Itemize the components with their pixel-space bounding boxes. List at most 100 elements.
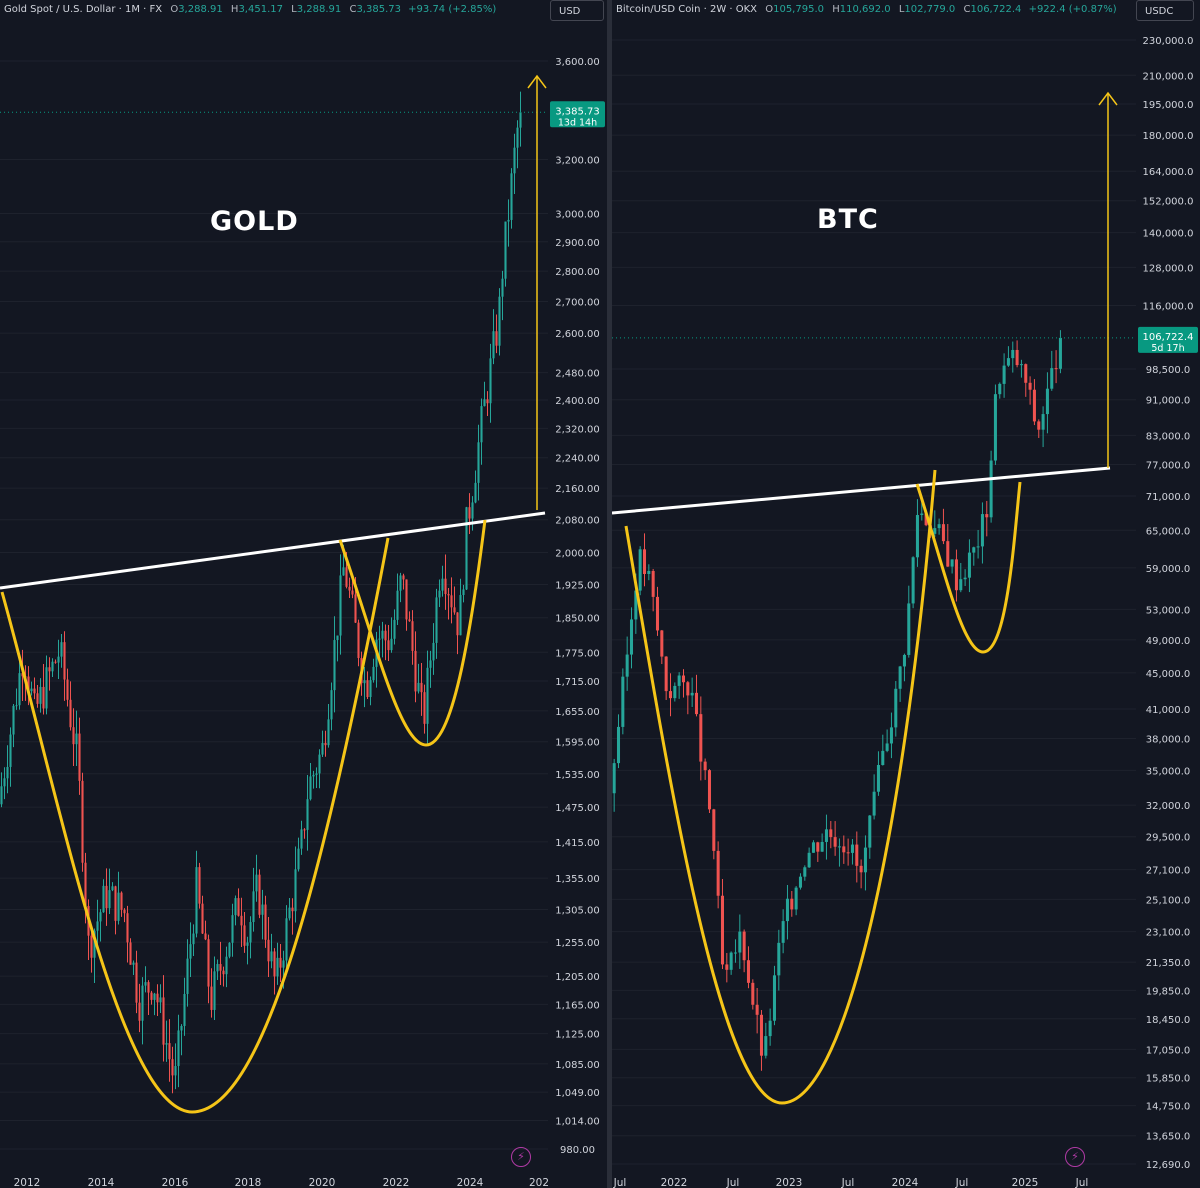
gold-currency-button[interactable]: USD: [550, 0, 604, 21]
candle: [102, 885, 105, 913]
candle: [894, 688, 898, 728]
candle: [222, 970, 225, 975]
candle: [27, 676, 30, 692]
candle: [1024, 364, 1028, 383]
candle: [941, 524, 945, 542]
btc-currency-button[interactable]: USDC: [1136, 0, 1194, 21]
time-axis[interactable]: [0, 1172, 548, 1188]
candle: [660, 630, 664, 657]
candle: [267, 939, 270, 962]
last-price-value: 3,385.73: [555, 106, 600, 117]
candle: [201, 903, 204, 934]
btc-chart-canvas[interactable]: 230,000.0 210,000.0 195,000.0 180,000.0 164,…: [612, 0, 1200, 1188]
price-tick-label: 59,000.0: [1146, 564, 1191, 575]
candle: [315, 773, 318, 775]
price-tick-label: 2,160.00: [555, 484, 600, 495]
candle: [252, 891, 255, 923]
gold-chart-panel[interactable]: 3,600.00 3,200.00 3,000.00 2,900.00 2,800.00…: [0, 0, 607, 1188]
candle: [507, 219, 510, 222]
candle: [81, 780, 84, 863]
candle: [96, 921, 99, 931]
price-axis[interactable]: [1136, 0, 1200, 1188]
price-tick-label: 210,000.0: [1143, 71, 1194, 82]
candle: [354, 594, 357, 623]
candle: [483, 399, 486, 407]
gold-low: 3,288.91: [296, 4, 342, 15]
candle: [647, 570, 651, 574]
candle: [456, 612, 459, 636]
candle: [459, 595, 462, 636]
candle: [255, 874, 258, 892]
candle: [850, 844, 854, 853]
lightning-bolt-icon[interactable]: ⚡: [1065, 1147, 1085, 1167]
candle: [920, 513, 924, 516]
price-tick-label: 35,000.0: [1146, 766, 1191, 777]
candle: [321, 742, 324, 755]
price-tick-label: 91,000.0: [1146, 396, 1191, 407]
price-tick-label: 2,080.00: [555, 516, 600, 527]
candle: [60, 642, 63, 657]
candle: [294, 869, 297, 912]
candle: [300, 829, 303, 849]
candle: [273, 951, 276, 977]
candle: [342, 567, 345, 576]
gold-open: 3,288.91: [178, 4, 223, 15]
candle: [93, 930, 96, 958]
btc-chart-panel[interactable]: 230,000.0 210,000.0 195,000.0 180,000.0 164,…: [612, 0, 1200, 1188]
candle: [3, 778, 6, 787]
candle: [192, 933, 195, 945]
candle: [246, 942, 249, 946]
gold-chart-canvas[interactable]: 3,600.00 3,200.00 3,000.00 2,900.00 2,800.00…: [0, 0, 607, 1188]
candle: [989, 460, 993, 518]
candle: [339, 575, 342, 636]
cup-handle-curve: [915, 481, 1022, 654]
candle: [108, 890, 111, 909]
price-tick-label: 1,535.00: [555, 770, 600, 781]
btc-chart-label: BTC: [817, 204, 879, 235]
btc-symbol-name[interactable]: Bitcoin/USD Coin · 2W · OKX: [616, 4, 758, 15]
price-tick-label: 2,700.00: [555, 298, 600, 309]
candle: [937, 524, 941, 529]
candle: [465, 507, 468, 590]
price-tick-label: 12,690.0: [1146, 1160, 1191, 1171]
candle: [123, 909, 126, 914]
price-tick-label: 15,850.0: [1146, 1074, 1191, 1085]
candle: [381, 630, 384, 639]
candle: [90, 935, 93, 958]
candle: [396, 590, 399, 620]
candle: [141, 985, 144, 1021]
candle: [0, 786, 3, 805]
lightning-bolt-icon[interactable]: ⚡: [511, 1147, 531, 1167]
time-axis[interactable]: [612, 1172, 1136, 1188]
price-tick-label: 195,000.0: [1143, 100, 1194, 111]
candle: [84, 862, 87, 907]
price-axis[interactable]: [548, 0, 607, 1188]
price-tick-label: 1,125.00: [555, 1030, 600, 1041]
panel-divider[interactable]: [607, 0, 612, 1188]
candle: [729, 952, 733, 970]
candle: [6, 766, 9, 779]
candle: [441, 578, 444, 591]
candle: [1045, 388, 1049, 415]
candle: [699, 714, 703, 762]
candle: [480, 406, 483, 443]
candle: [474, 482, 477, 503]
candle: [435, 597, 438, 643]
price-tick-label: 152,000.0: [1143, 197, 1194, 208]
candle: [1050, 368, 1054, 389]
candle: [911, 557, 915, 604]
candle: [153, 993, 156, 1000]
candle: [72, 727, 75, 745]
candle: [279, 957, 282, 968]
candle: [489, 358, 492, 404]
price-tick-label: 23,100.0: [1146, 928, 1191, 939]
candle: [907, 603, 911, 655]
price-tick-label: 180,000.0: [1143, 131, 1194, 142]
candle: [963, 577, 967, 580]
candle: [959, 579, 963, 591]
candle: [30, 688, 33, 692]
candle: [111, 886, 114, 891]
candle: [933, 528, 937, 534]
gold-symbol-name[interactable]: Gold Spot / U.S. Dollar · 1M · FX: [4, 4, 163, 15]
target-arrow-head: [1098, 91, 1118, 106]
